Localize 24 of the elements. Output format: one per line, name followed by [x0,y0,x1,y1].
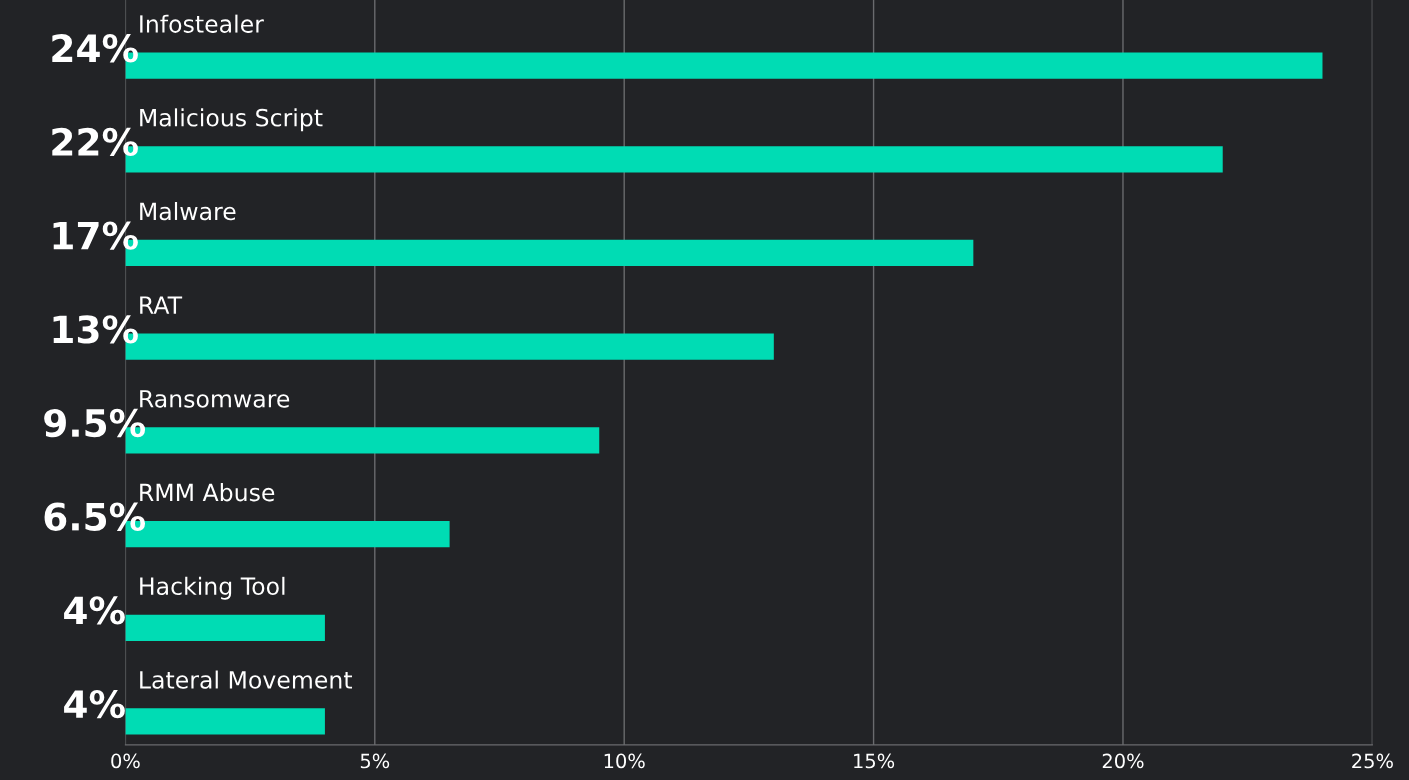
y-tick-label: RMM Abuse [140,483,275,502]
x-tick-label: 5% [360,753,390,769]
y-tick-label: RAT [140,296,183,314]
x-tick-label: 0% [111,753,140,769]
x-tick-label: 20% [1102,753,1144,769]
x-tick-label: 25% [1352,753,1393,769]
data-label: 13% [53,315,138,344]
y-tick-label: Infostealer [140,14,264,33]
y-tick-label: Malicious Script [140,108,323,132]
y-tick-label: Hacking Tool [140,576,285,600]
data-label: 22% [52,127,138,157]
y-tick-label: Ransomware [140,390,290,408]
x-tick-label: 15% [854,753,895,769]
x-tick-label: 10% [604,753,645,769]
data-label: 6.5% [44,502,146,531]
y-tick-label: Lateral Movement [140,670,353,689]
y-tick-label: Malware [140,202,236,221]
data-label: 4% [64,596,125,625]
data-label: 9.5% [44,408,146,438]
bar [125,708,325,735]
bar [125,614,325,641]
data-label: 17% [53,221,138,250]
data-label: 24% [52,34,138,63]
data-label: 4% [64,689,125,719]
